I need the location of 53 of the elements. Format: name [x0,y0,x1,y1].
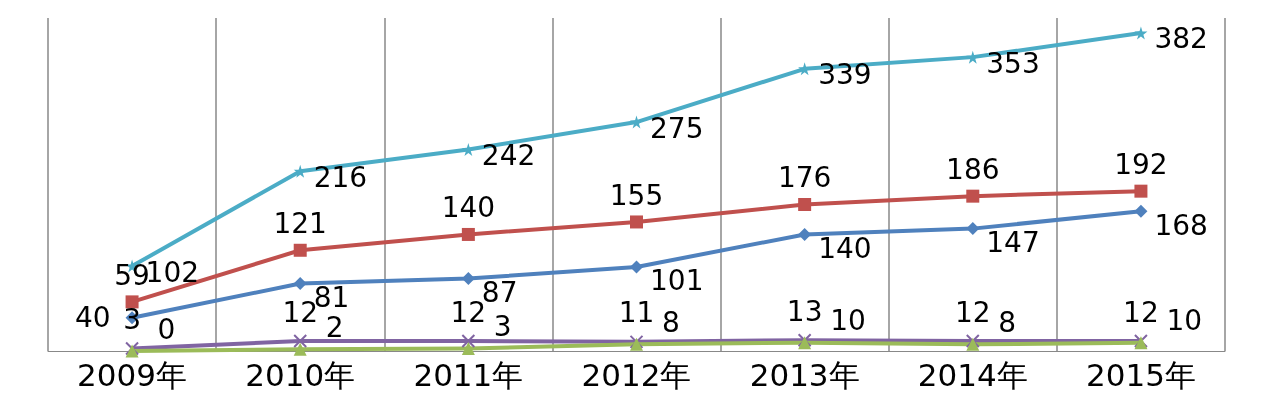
x-tick-label: 2014年 [917,356,1028,393]
data-label: 10 [830,304,866,338]
data-label: 140 [441,191,496,225]
data-label: 242 [481,139,536,173]
data-label: 8 [662,305,680,339]
point [461,342,475,355]
data-label: 147 [986,226,1040,260]
x-tick-label: 2013年 [749,356,860,393]
point [1134,204,1148,218]
point [630,215,643,229]
point [630,260,643,274]
point [461,272,475,286]
point [461,334,476,349]
data-label: 382 [1154,22,1208,56]
point [1134,26,1148,40]
data-label: 216 [313,160,368,194]
x-tick-label: 2009年 [77,356,188,393]
data-label: 12 [954,295,991,329]
data-label: 10 [1166,304,1203,338]
point [293,334,308,349]
data-label: 176 [777,161,832,195]
point [293,243,307,257]
point [798,197,812,211]
x-tick-label: 2011年 [413,356,524,393]
data-label: 8 [998,305,1017,339]
point [461,143,475,157]
data-label: 186 [946,153,1000,187]
point [293,342,307,356]
point [1134,184,1148,198]
data-label: 13 [786,294,823,328]
x-tick-label: 2010年 [245,356,356,393]
data-label: 12 [1123,295,1159,329]
data-label: 2 [325,310,344,344]
point [461,227,475,241]
data-label: 0 [157,312,176,346]
x-tick-label: 2015年 [1085,356,1196,393]
data-label: 101 [650,264,704,298]
data-label: 121 [273,207,327,241]
data-label: 11 [618,296,655,330]
data-label: 155 [609,178,664,212]
data-label: 339 [818,58,872,92]
data-label: 140 [818,231,872,265]
data-label: 40 [74,301,111,335]
data-label: 275 [650,111,704,145]
x-tick-label: 2012年 [581,356,692,393]
point [966,189,980,203]
point [293,277,307,291]
data-label: 353 [986,46,1040,80]
data-label: 168 [1154,208,1208,242]
data-label: 192 [1114,148,1168,182]
point [798,227,812,241]
point [966,222,980,236]
data-label: 3 [493,310,512,343]
